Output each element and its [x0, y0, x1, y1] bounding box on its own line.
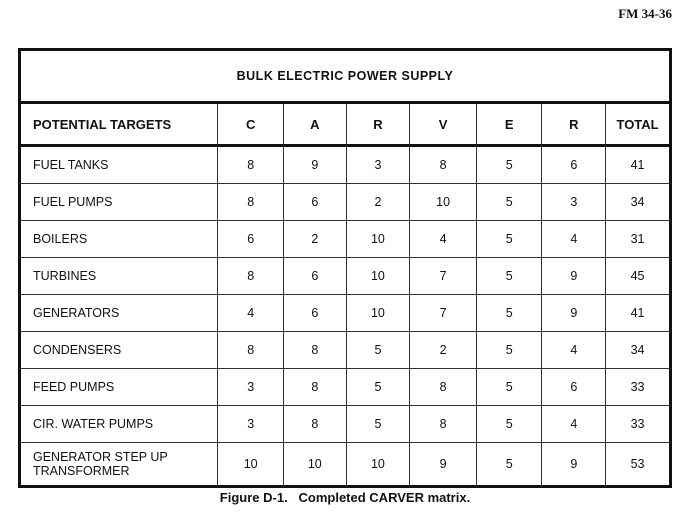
column-header: R — [345, 102, 411, 147]
score-cell: 8 — [217, 257, 284, 295]
table-row: TURBINES 8 6 10 7 5 9 45 — [18, 257, 671, 295]
score-cell: 4 — [541, 220, 607, 258]
score-cell: 9 — [541, 294, 607, 332]
score-cell: 8 — [282, 368, 347, 406]
score-cell: 6 — [282, 294, 347, 332]
target-name: FEED PUMPS — [18, 368, 219, 406]
score-cell: 3 — [345, 145, 411, 184]
page-header: FM 34-36 — [618, 6, 672, 21]
score-cell: 5 — [475, 368, 543, 406]
score-cell: 5 — [475, 257, 543, 295]
target-name: GENERATOR STEP UP TRANSFORMER — [18, 442, 219, 487]
score-cell: 5 — [345, 331, 411, 369]
table-row: CONDENSERS 8 8 5 2 5 4 34 — [18, 331, 671, 369]
score-cell: 6 — [541, 368, 607, 406]
score-cell: 2 — [409, 331, 477, 369]
score-cell: 10 — [345, 442, 411, 487]
score-cell: 4 — [541, 331, 607, 369]
score-cell: 8 — [217, 183, 284, 221]
column-header: R — [541, 102, 607, 147]
score-cell: 9 — [282, 145, 347, 184]
table-row: GENERATORS 4 6 10 7 5 9 41 — [18, 294, 671, 332]
score-cell: 3 — [541, 183, 607, 221]
score-cell: 8 — [282, 331, 347, 369]
score-cell: 10 — [345, 257, 411, 295]
score-cell: 9 — [409, 442, 477, 487]
table-row: CIR. WATER PUMPS 3 8 5 8 5 4 33 — [18, 405, 671, 443]
table-row: FEED PUMPS 3 8 5 8 5 6 33 — [18, 368, 671, 406]
column-header: E — [475, 102, 543, 147]
score-cell: 2 — [282, 220, 347, 258]
score-cell: 34 — [605, 331, 671, 369]
score-cell: 5 — [475, 331, 543, 369]
column-header: C — [217, 102, 284, 147]
score-cell: 45 — [605, 257, 671, 295]
column-header: POTENTIAL TARGETS — [18, 102, 219, 147]
score-cell: 53 — [605, 442, 671, 487]
score-cell: 8 — [217, 145, 284, 184]
target-name: FUEL PUMPS — [18, 183, 219, 221]
column-header: V — [409, 102, 477, 147]
score-cell: 3 — [217, 368, 284, 406]
score-cell: 4 — [409, 220, 477, 258]
figure-caption: Figure D-1. Completed CARVER matrix. — [219, 490, 471, 505]
column-header: A — [282, 102, 347, 147]
carver-matrix-table: BULK ELECTRIC POWER SUPPLY POTENTIAL TAR… — [18, 48, 672, 488]
score-cell: 10 — [345, 294, 411, 332]
score-cell: 9 — [541, 442, 607, 487]
score-cell: 2 — [345, 183, 411, 221]
score-cell: 8 — [409, 368, 477, 406]
score-cell: 5 — [475, 145, 543, 184]
table-row: GENERATOR STEP UP TRANSFORMER 10 10 10 9 5 9 53 — [18, 442, 671, 487]
score-cell: 33 — [605, 368, 671, 406]
table-title: BULK ELECTRIC POWER SUPPLY — [19, 49, 671, 104]
score-cell: 5 — [475, 442, 543, 487]
score-cell: 8 — [282, 405, 347, 443]
table-row: FUEL PUMPS 8 6 2 10 5 3 34 — [18, 183, 671, 221]
score-cell: 33 — [605, 405, 671, 443]
score-cell: 41 — [605, 294, 671, 332]
score-cell: 10 — [345, 220, 411, 258]
score-cell: 10 — [217, 442, 284, 487]
score-cell: 5 — [475, 183, 543, 221]
target-name: BOILERS — [18, 220, 219, 258]
target-name: GENERATORS — [18, 294, 219, 332]
target-name: TURBINES — [18, 257, 219, 295]
score-cell: 5 — [475, 405, 543, 443]
score-cell: 5 — [475, 294, 543, 332]
score-cell: 6 — [282, 183, 347, 221]
target-name: CONDENSERS — [18, 331, 219, 369]
score-cell: 6 — [541, 145, 607, 184]
score-cell: 5 — [475, 220, 543, 258]
score-cell: 6 — [282, 257, 347, 295]
score-cell: 8 — [217, 331, 284, 369]
score-cell: 41 — [605, 145, 671, 184]
score-cell: 10 — [282, 442, 347, 487]
score-cell: 6 — [217, 220, 284, 258]
score-cell: 4 — [541, 405, 607, 443]
score-cell: 5 — [345, 368, 411, 406]
score-cell: 5 — [345, 405, 411, 443]
target-name: CIR. WATER PUMPS — [18, 405, 219, 443]
score-cell: 34 — [605, 183, 671, 221]
table-row: BOILERS 6 2 10 4 5 4 31 — [18, 220, 671, 258]
score-cell: 9 — [541, 257, 607, 295]
score-cell: 10 — [409, 183, 477, 221]
score-cell: 7 — [409, 294, 477, 332]
score-cell: 8 — [409, 405, 477, 443]
table-row: FUEL TANKS 8 9 3 8 5 6 41 — [18, 145, 671, 184]
column-header: TOTAL — [605, 102, 671, 147]
target-name: FUEL TANKS — [18, 145, 219, 184]
score-cell: 3 — [217, 405, 284, 443]
score-cell: 4 — [217, 294, 284, 332]
score-cell: 31 — [605, 220, 671, 258]
score-cell: 7 — [409, 257, 477, 295]
score-cell: 8 — [409, 145, 477, 184]
